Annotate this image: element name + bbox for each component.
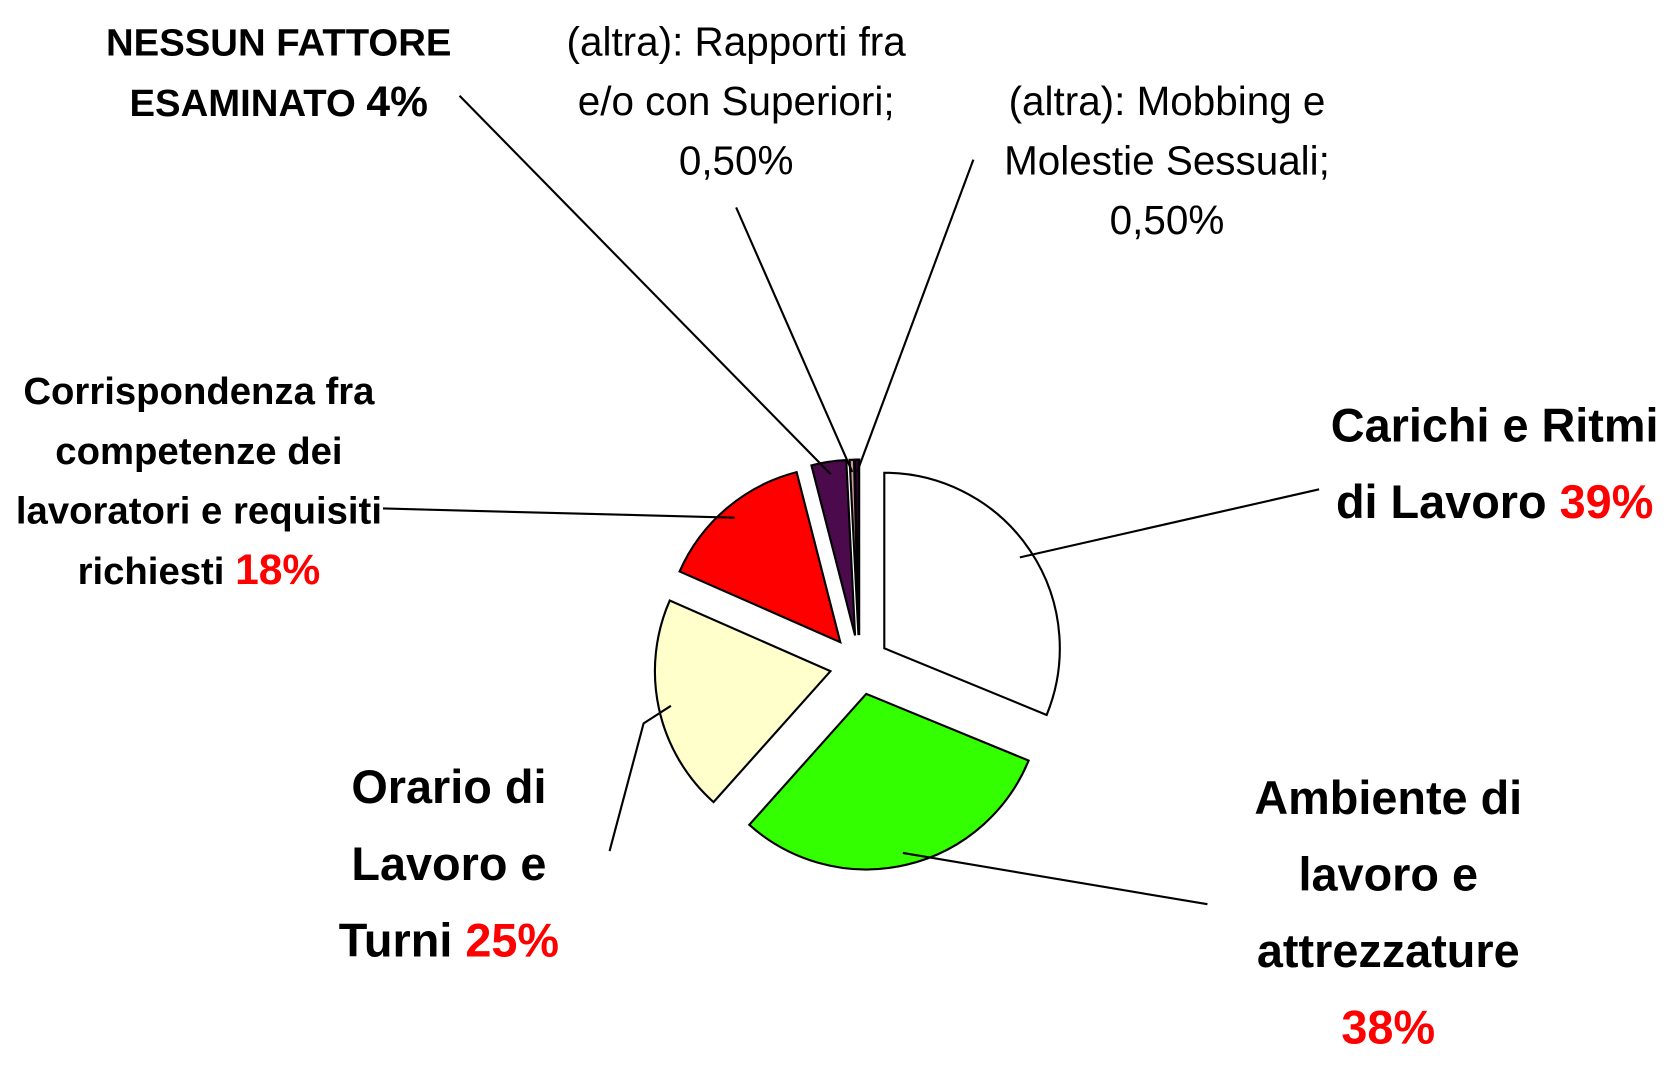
leader-line bbox=[382, 507, 735, 519]
pie-slice bbox=[883, 471, 1061, 717]
value-label: 4% bbox=[366, 78, 428, 126]
chart: Carichi e Ritmi di Lavoro 39% Ambiente di… bbox=[7, 13, 1666, 1054]
leader-line bbox=[458, 94, 832, 475]
value-label: 18% bbox=[235, 546, 321, 594]
slice-label: Corrispondenza fra competenze dei lavora… bbox=[7, 362, 390, 601]
category-label: Orario di Lavoro e Turni bbox=[338, 761, 547, 967]
slice-label: Carichi e Ritmi di Lavoro 39% bbox=[1319, 388, 1666, 541]
value-label: 39% bbox=[1559, 476, 1654, 529]
value-label: 25% bbox=[465, 914, 560, 967]
slice-label: NESSUN FATTORE ESAMINATO 4% bbox=[87, 13, 470, 133]
leader-line bbox=[608, 704, 672, 852]
pie-slice bbox=[747, 692, 1030, 871]
leader-line bbox=[735, 207, 854, 473]
value-label: 38% bbox=[1341, 1002, 1436, 1055]
leader-line bbox=[902, 851, 1208, 906]
slice-label: (altra): Mobbing e Molestie Sessuali; 0,… bbox=[986, 72, 1348, 251]
value-label: 0,50% bbox=[678, 139, 794, 185]
category-label: Ambiente di lavoro e attrezzature bbox=[1254, 772, 1523, 978]
leader-line bbox=[856, 159, 975, 473]
value-label: 0,50% bbox=[1109, 198, 1225, 244]
pie-slice bbox=[853, 458, 861, 636]
category-label: (altra): Mobbing e Molestie Sessuali; bbox=[1004, 79, 1330, 185]
leader-line bbox=[1019, 488, 1320, 559]
slice-label: (altra): Rapporti fra e/o con Superiori;… bbox=[561, 13, 912, 192]
pie-slice bbox=[678, 470, 842, 645]
slice-label: Orario di Lavoro e Turni 25% bbox=[295, 750, 604, 980]
pie-slice bbox=[653, 599, 833, 804]
category-label: Corrispondenza fra competenze dei lavora… bbox=[15, 369, 382, 593]
slice-label: Ambiente di lavoro e attrezzature 38% bbox=[1207, 761, 1569, 1067]
category-label: Carichi e Ritmi di Lavoro bbox=[1330, 399, 1659, 529]
category-label: NESSUN FATTORE ESAMINATO bbox=[105, 20, 452, 125]
category-label: (altra): Rapporti fra e/o con Superiori; bbox=[566, 20, 906, 125]
pie bbox=[382, 94, 1320, 906]
